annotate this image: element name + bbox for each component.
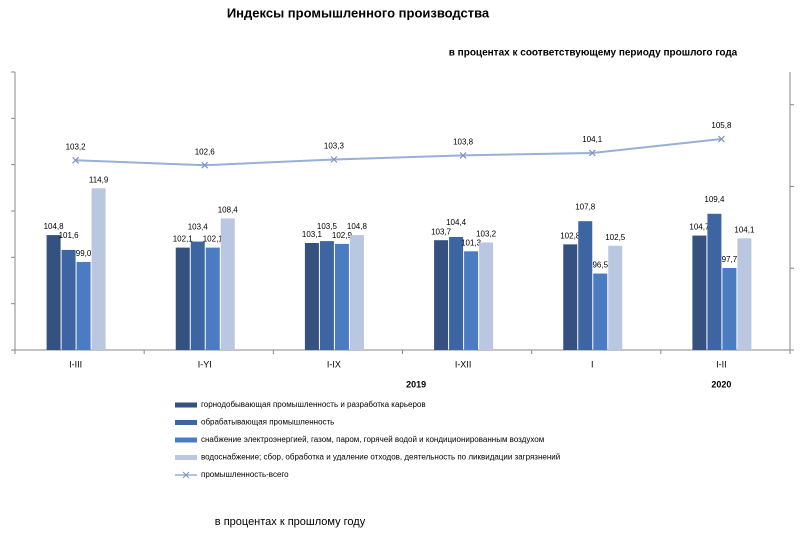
bar [334, 243, 349, 350]
data-label: 104,8 [44, 222, 65, 231]
bar [304, 242, 319, 350]
bar [479, 242, 494, 350]
data-label: 102,5 [605, 233, 626, 242]
data-label: 103,5 [317, 222, 338, 231]
line-marker [72, 156, 80, 164]
bar [319, 241, 334, 350]
legend-swatch [175, 455, 197, 460]
bar [220, 218, 235, 350]
data-label: 104,7 [689, 223, 710, 232]
data-label: 103,1 [302, 230, 323, 239]
data-label: 104,1 [582, 135, 603, 144]
x-tick-label: I-III [69, 359, 82, 369]
data-label: 102,9 [332, 231, 353, 240]
legend-swatch [175, 437, 197, 443]
bar [349, 235, 364, 350]
data-label: 107,8 [575, 202, 596, 211]
x-tick-label: I [591, 359, 594, 369]
bar [593, 273, 608, 350]
x-tick-label: I-IX [327, 359, 341, 369]
legend-swatch [175, 402, 197, 408]
data-label: 104,4 [446, 218, 467, 227]
chart-title: Индексы промышленного производства [227, 5, 490, 20]
bar [737, 238, 752, 350]
bar [91, 188, 106, 350]
bar [707, 213, 722, 350]
data-label: 103,7 [431, 227, 452, 236]
x-tick-label: I-YI [198, 359, 212, 369]
bar [722, 267, 737, 350]
legend-label: снабжение электроэнергией, газом, паром,… [201, 435, 544, 444]
bar [175, 247, 190, 350]
legend-swatch [182, 471, 190, 479]
bar [692, 235, 707, 350]
data-label: 114,9 [89, 175, 109, 184]
data-label: 103,2 [66, 142, 87, 151]
data-label: 103,4 [188, 223, 209, 232]
data-label: 105,8 [711, 121, 732, 130]
data-label: 101,3 [461, 238, 482, 247]
line-marker [588, 149, 596, 157]
bar [449, 236, 464, 350]
group-label: 2020 [711, 379, 731, 389]
data-label: 102,1 [203, 235, 224, 244]
bar [190, 241, 205, 350]
bar [46, 235, 61, 350]
bar [464, 251, 479, 350]
data-label: 104,1 [734, 225, 755, 234]
legend-label: обрабатывающая промышленность [201, 418, 334, 427]
line-marker [330, 156, 338, 163]
data-label: 103,8 [453, 138, 474, 147]
bar [563, 244, 578, 350]
bar [205, 247, 220, 350]
data-label: 97,7 [722, 255, 738, 264]
legend-swatch [175, 420, 197, 425]
data-label: 108,4 [218, 206, 239, 215]
data-label: 102,8 [560, 231, 581, 240]
data-label: 103,2 [476, 230, 497, 239]
bar [578, 221, 593, 350]
data-label: 104,8 [347, 222, 368, 231]
x-tick-label: I-II [716, 359, 727, 369]
bar [434, 240, 449, 350]
data-label: 102,6 [195, 147, 216, 156]
data-label: 109,4 [704, 195, 725, 204]
bar [608, 245, 623, 350]
data-label: 103,3 [324, 142, 345, 151]
chart-subtitle: в процентах к соответствующему периоду п… [449, 48, 738, 59]
legend-label: водоснабжение; сбор, обработка и удалени… [201, 453, 560, 462]
data-label: 96,5 [592, 261, 608, 270]
line-marker [201, 161, 209, 169]
legend-label: горнодобывающая промышленность и разрабо… [201, 400, 426, 409]
data-label: 101,6 [59, 231, 80, 240]
line-marker [717, 135, 725, 143]
bar [61, 249, 76, 350]
line-marker [459, 151, 467, 159]
x-tick-label: I-XII [455, 359, 472, 369]
group-label: 2019 [406, 379, 426, 389]
data-label: 102,1 [173, 235, 194, 244]
legend-label: промышленность-всего [201, 470, 289, 479]
data-label: 99,0 [76, 249, 92, 258]
line [75, 138, 722, 167]
chart-note: в процентах к прошлому году [215, 516, 366, 528]
bar [76, 261, 91, 350]
